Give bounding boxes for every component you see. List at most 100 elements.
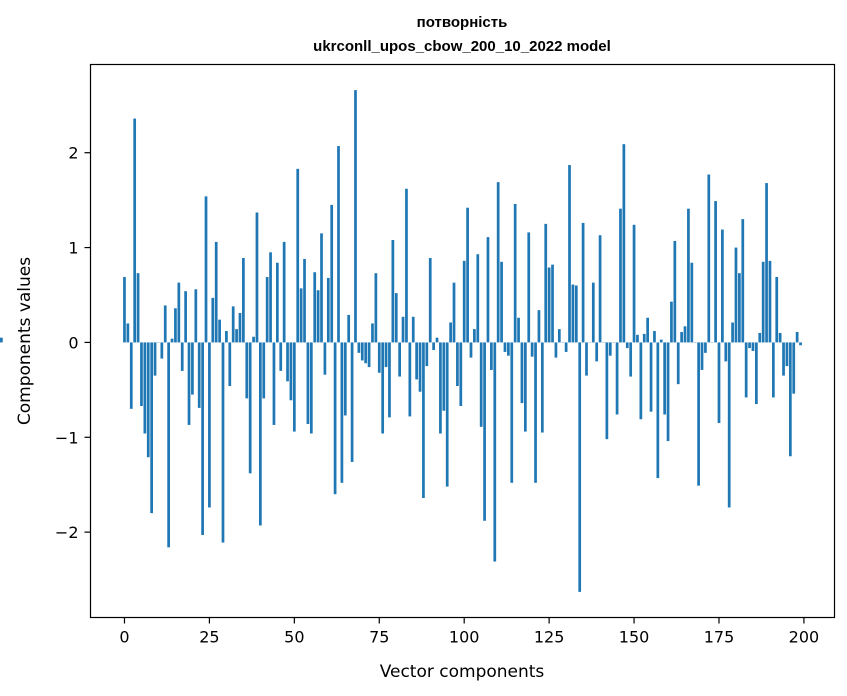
bar-85 bbox=[411, 316, 415, 343]
bar-70 bbox=[360, 342, 364, 361]
bar-176 bbox=[721, 229, 724, 343]
bar-148 bbox=[625, 342, 629, 349]
bar-25 bbox=[208, 342, 211, 508]
bar-138 bbox=[591, 282, 595, 343]
bar-72 bbox=[367, 342, 371, 368]
bar-7 bbox=[146, 342, 150, 458]
bar-27 bbox=[214, 241, 218, 343]
bar-13 bbox=[167, 342, 170, 548]
bar-155 bbox=[649, 342, 653, 412]
bar-90 bbox=[428, 258, 432, 343]
bar-160 bbox=[666, 342, 670, 442]
bar-52 bbox=[299, 288, 303, 343]
bar-106 bbox=[483, 342, 486, 521]
x-axis-label: Vector components bbox=[380, 662, 545, 682]
x-tick-label: 100 bbox=[449, 628, 480, 647]
bar-189 bbox=[765, 183, 768, 343]
bar-150 bbox=[632, 224, 636, 343]
bar-59 bbox=[323, 342, 327, 375]
bar-56 bbox=[313, 272, 317, 343]
bar-98 bbox=[456, 342, 459, 387]
bar-18 bbox=[184, 291, 187, 343]
bar-182 bbox=[741, 219, 745, 343]
bar-62 bbox=[333, 342, 337, 495]
bar-146 bbox=[619, 208, 622, 343]
bar-165 bbox=[683, 326, 687, 343]
bar-30 bbox=[225, 331, 228, 343]
bar-3 bbox=[133, 118, 137, 343]
bar-195 bbox=[785, 342, 789, 367]
bar-57 bbox=[316, 290, 320, 343]
bar-47 bbox=[282, 241, 286, 343]
bar-95 bbox=[445, 342, 449, 487]
bar-107 bbox=[486, 237, 490, 343]
bar-41 bbox=[262, 342, 266, 399]
bar-151 bbox=[636, 334, 639, 343]
bar-115 bbox=[513, 203, 517, 343]
bar-134 bbox=[578, 342, 582, 592]
bar-128 bbox=[557, 329, 561, 343]
bar-112 bbox=[503, 342, 507, 352]
bar-37 bbox=[248, 342, 252, 474]
bar-36 bbox=[245, 342, 249, 399]
bar-135 bbox=[581, 222, 585, 343]
bar-113 bbox=[507, 342, 510, 356]
bar-17 bbox=[180, 342, 184, 371]
bar-43 bbox=[269, 252, 272, 343]
chart-title: потворність bbox=[417, 14, 508, 31]
plot-area-frame bbox=[89, 63, 836, 619]
bar-170 bbox=[700, 342, 704, 370]
bar-75 bbox=[377, 342, 381, 373]
y-tick-label: −1 bbox=[55, 428, 79, 447]
bar-192 bbox=[775, 276, 779, 343]
bar-67 bbox=[350, 342, 354, 462]
bar-12 bbox=[163, 305, 167, 343]
bar-198 bbox=[795, 331, 799, 343]
bar-159 bbox=[663, 342, 666, 415]
x-tick-label: 75 bbox=[369, 628, 389, 647]
bar-14 bbox=[170, 338, 174, 343]
bar-175 bbox=[717, 342, 721, 424]
bar-121 bbox=[534, 342, 537, 483]
bar-185 bbox=[751, 342, 755, 351]
bar-142 bbox=[605, 342, 609, 440]
bar-183 bbox=[744, 342, 748, 398]
x-axis-ticks: 0 25 50 75 100 125 150 175 200 bbox=[119, 617, 819, 647]
bar-24 bbox=[204, 196, 208, 343]
bar-84 bbox=[408, 342, 412, 417]
bar-93 bbox=[439, 342, 442, 434]
bar-20 bbox=[191, 342, 194, 395]
bar-103 bbox=[473, 329, 476, 343]
bar-161 bbox=[670, 301, 673, 343]
bar-28 bbox=[218, 319, 221, 343]
bar-199 bbox=[799, 342, 802, 346]
bar-190 bbox=[768, 260, 772, 343]
bar-21 bbox=[194, 289, 198, 343]
bar-139 bbox=[595, 342, 599, 362]
bar-54 bbox=[306, 342, 310, 424]
bar-1 bbox=[126, 323, 130, 343]
bar-104 bbox=[476, 254, 480, 343]
bar-96 bbox=[449, 322, 452, 343]
bar-116 bbox=[517, 317, 520, 343]
bar-91 bbox=[432, 342, 435, 351]
bar-127 bbox=[554, 342, 558, 358]
bar-94 bbox=[442, 342, 446, 411]
bar-164 bbox=[680, 331, 683, 343]
bar-101 bbox=[466, 207, 469, 343]
bar-178 bbox=[727, 342, 731, 508]
bar-64 bbox=[340, 342, 344, 483]
bar-33 bbox=[235, 329, 238, 343]
bar-153 bbox=[642, 333, 646, 343]
y-tick-label: 2 bbox=[68, 144, 78, 163]
bar-119 bbox=[527, 232, 531, 343]
bar-186 bbox=[755, 342, 758, 405]
bar-167 bbox=[690, 262, 694, 343]
bar-44 bbox=[272, 342, 276, 425]
chart-subtitle: ukrconll_upos_cbow_200_10_2022 model bbox=[313, 38, 611, 55]
y-tick-label: −2 bbox=[55, 523, 79, 542]
bar-174 bbox=[714, 201, 717, 343]
x-tick-label: 25 bbox=[199, 628, 219, 647]
bar-92 bbox=[435, 337, 439, 343]
